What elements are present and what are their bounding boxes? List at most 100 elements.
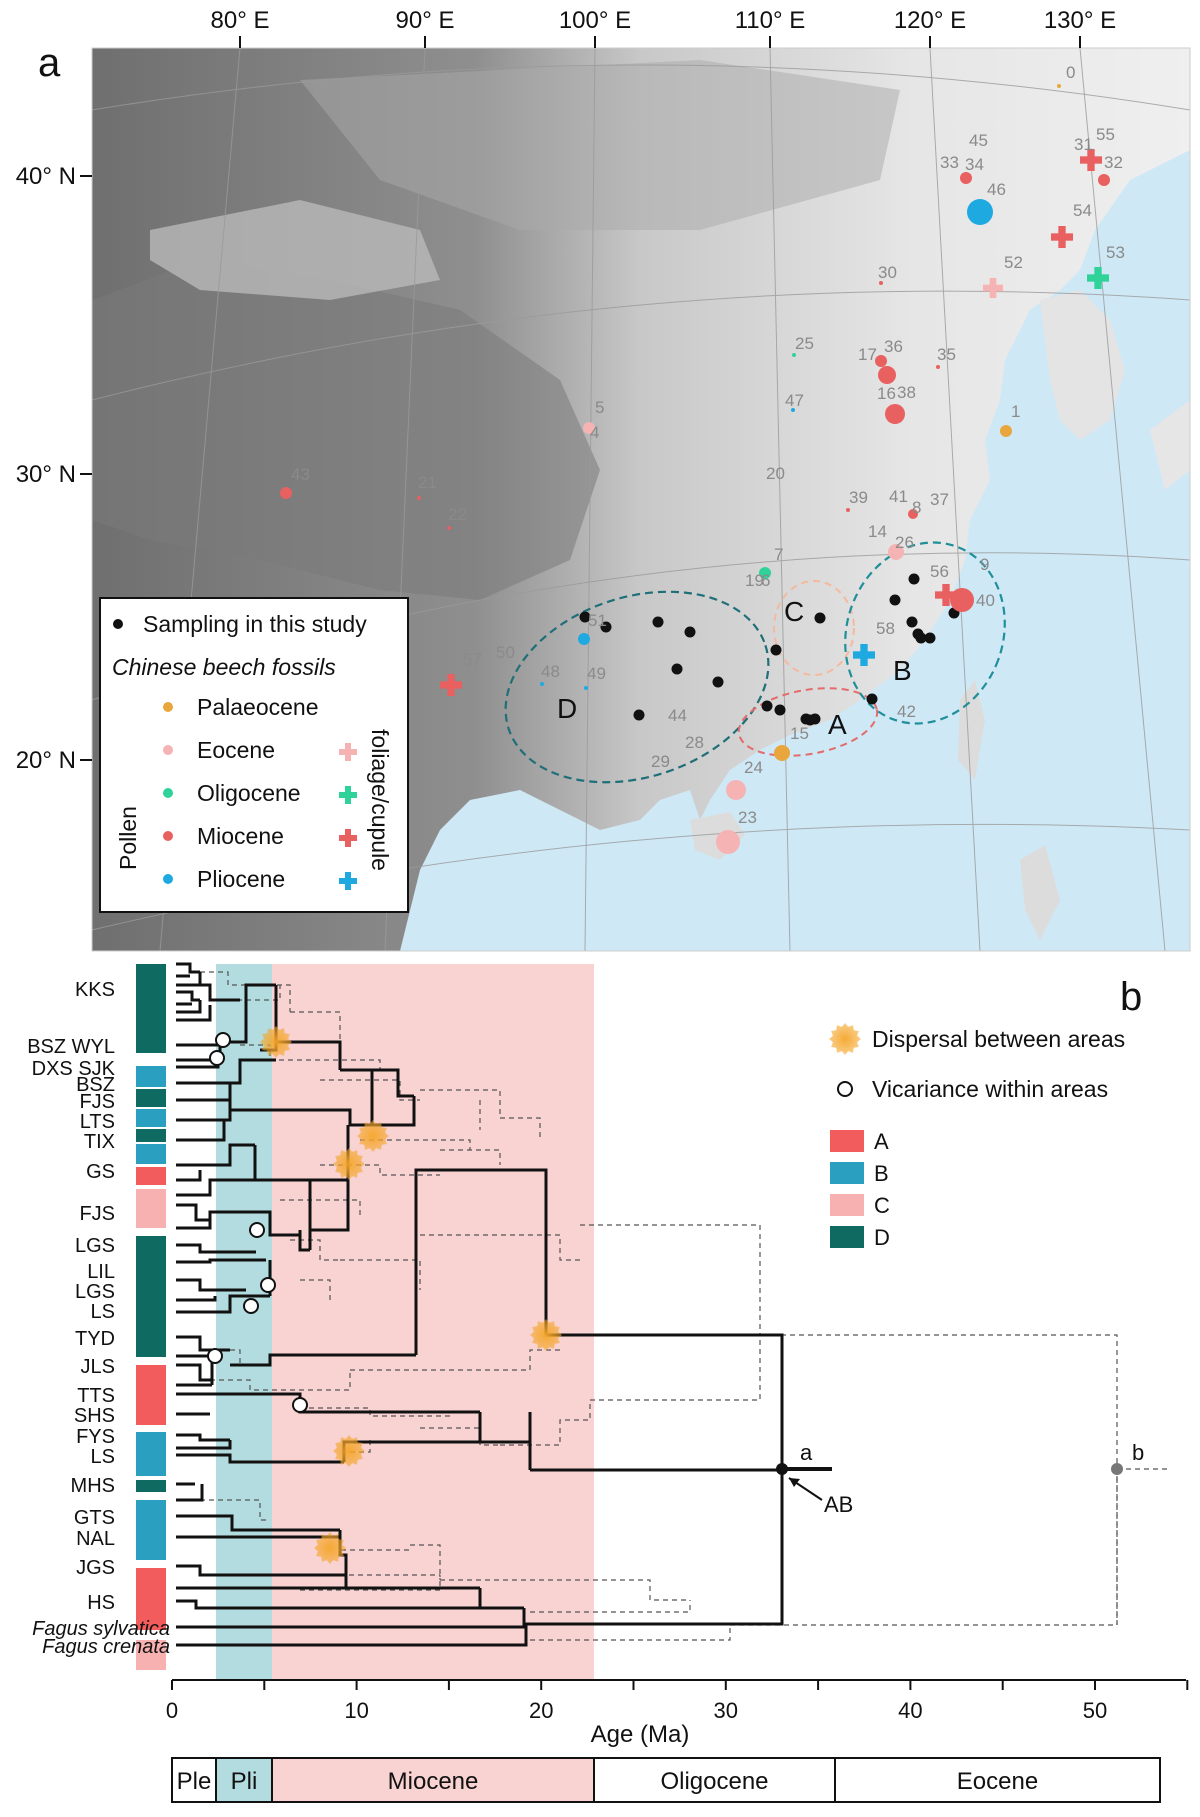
tree-branch (176, 1210, 260, 1230)
site-number-label: 31 (1074, 135, 1093, 154)
site-number-label: 17 (858, 345, 877, 364)
site-number-label: 45 (969, 131, 988, 150)
tree-branch (176, 1599, 524, 1610)
tree-legend: Dispersal between areas Vicariance withi… (829, 1023, 1125, 1250)
tree-branch (478, 1412, 530, 1444)
tree-branch (200, 1005, 212, 1022)
sampling-point (652, 616, 664, 628)
fossil-eocene-dot (888, 544, 904, 560)
tree-branch (230, 1353, 416, 1367)
site-number-label: 58 (876, 619, 895, 638)
sampling-point (915, 632, 927, 644)
age-axis-label: Age (Ma) (591, 1721, 690, 1748)
tree-branch (176, 1243, 256, 1254)
fossil-miocene-dot (908, 509, 918, 519)
age-tick-label: 50 (1083, 1698, 1107, 1723)
dashed-branch (420, 1089, 541, 1140)
fossil-miocene-dot (447, 526, 451, 530)
site-number-label: 49 (587, 664, 606, 683)
legend-area-A-swatch (830, 1130, 864, 1152)
root-node-b (1111, 1463, 1123, 1475)
legend-fossils-title: Chinese beech fossils (112, 654, 336, 680)
epoch-cell (834, 1757, 1161, 1803)
area-bar-A (136, 1167, 166, 1185)
region-C-outline (773, 580, 855, 676)
lon-label: 130° E (1044, 7, 1116, 34)
fossil-miocene-dot (417, 496, 421, 500)
site-number-label: 14 (868, 522, 887, 541)
tree-branch (176, 972, 202, 987)
legend-oligocene-cross (339, 786, 357, 804)
fossil-miocene-dot (879, 281, 883, 285)
site-number-label: 1 (1011, 402, 1020, 421)
tip-label: FYS (76, 1426, 115, 1448)
vicariance-marker (243, 1298, 259, 1314)
area-bar-C (136, 1189, 166, 1228)
tree-branch (298, 1230, 310, 1252)
legend-oligocene-dot (163, 788, 173, 798)
site-number-label: 48 (541, 662, 560, 681)
tree-branch (200, 983, 240, 1002)
fossil-eocene-dot (583, 422, 595, 434)
lon-label: 80° E (211, 7, 270, 34)
dashed-branch (200, 971, 260, 986)
vicariance-marker (207, 1348, 223, 1364)
tip-label: LGS (75, 1281, 115, 1303)
tree-branch (230, 1108, 372, 1127)
tip-label: BSZ WYL (27, 1036, 115, 1058)
epoch-label: Ple (177, 1768, 212, 1795)
tree-branch (176, 1433, 230, 1442)
dashed-branch (730, 1334, 1118, 1626)
region-D-outline (504, 590, 770, 784)
tree-branch (176, 1120, 226, 1142)
legend-eocene: Eocene (197, 737, 275, 763)
site-number-label: 56 (930, 562, 949, 581)
fossil-oligocene-dot (792, 353, 796, 357)
fossil-miocene-cross (440, 674, 462, 696)
tree-branch (526, 1469, 784, 1626)
root-node-a (776, 1463, 788, 1475)
fossil-miocene-dot (960, 172, 972, 184)
tip-label: NAL (76, 1528, 115, 1550)
site-number-label: 5 (595, 398, 604, 417)
tree-branch (176, 1514, 340, 1532)
tree-branch (340, 1068, 414, 1098)
vicariance-marker (209, 1050, 225, 1066)
fossil-oligocene-dot (759, 567, 771, 579)
fossil-pliocene-dot (791, 408, 795, 412)
legend-area-D: D (874, 1225, 890, 1250)
area-bar-B (136, 1432, 166, 1476)
site-number-label: 47 (785, 391, 804, 410)
tip-label: KKS (75, 979, 115, 1001)
tree-branch (176, 962, 200, 974)
tree-branch (176, 1040, 222, 1047)
dashed-branch (580, 1224, 761, 1335)
site-number-label: 44 (668, 706, 687, 725)
tip-label: DXS SJK (32, 1058, 116, 1080)
site-number-label: 55 (1096, 125, 1115, 144)
tip-label: SHS (74, 1405, 115, 1427)
vicariance-marker (215, 1032, 231, 1048)
sampling-point (814, 612, 826, 624)
tree-branch (176, 1564, 346, 1577)
fossil-miocene-dot (878, 366, 896, 384)
legend-sampling-text: Sampling in this study (143, 611, 367, 637)
legend-pollen-label: Pollen (115, 806, 141, 870)
sampling-point (770, 644, 782, 656)
fossil-palaeocene-dot (774, 745, 790, 761)
fossil-markers (280, 84, 1110, 854)
tree-branch (176, 1178, 255, 1197)
legend-oligocene: Oligocene (197, 780, 301, 806)
dashed-branch (440, 1149, 501, 1165)
dispersal-marker (260, 1026, 292, 1058)
sampling-point (908, 573, 920, 585)
tip-label: GS (86, 1161, 115, 1183)
site-number-label: 16 (877, 384, 896, 403)
lon-labels: 80° E 90° E 100° E 110° E 120° E 130° E (211, 7, 1117, 34)
legend-vicariance-icon (837, 1081, 853, 1097)
dispersal-marker (314, 1532, 346, 1564)
sampling-point (774, 704, 786, 716)
epoch-label: Eocene (957, 1768, 1038, 1795)
tip-label: MHS (71, 1475, 115, 1497)
